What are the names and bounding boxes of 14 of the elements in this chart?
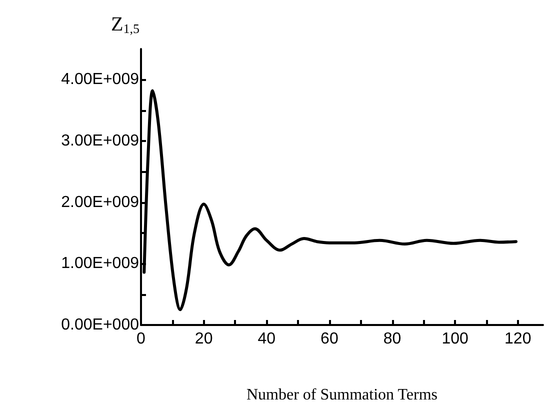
x-tick-label: 120: [504, 330, 532, 348]
x-tick-label: 40: [258, 330, 276, 348]
y-tick-label: 2.00E+009: [61, 194, 140, 211]
x-tick-label: 100: [442, 330, 469, 348]
x-tick-label: 20: [194, 330, 213, 348]
x-tick-label: 60: [320, 330, 338, 348]
y-tick-label: 4.00E+009: [61, 71, 140, 88]
y-tick-label: 3.00E+009: [61, 132, 140, 150]
y-tick-label: 0.00E+000: [61, 316, 140, 334]
y-axis-title: Z1,5: [111, 14, 140, 36]
x-axis-title: Number of Summation Terms: [246, 386, 438, 404]
y-tick-label: 1.00E+009: [61, 255, 140, 272]
x-tick-label: 80: [383, 330, 402, 348]
x-tick-label: 0: [136, 330, 146, 348]
